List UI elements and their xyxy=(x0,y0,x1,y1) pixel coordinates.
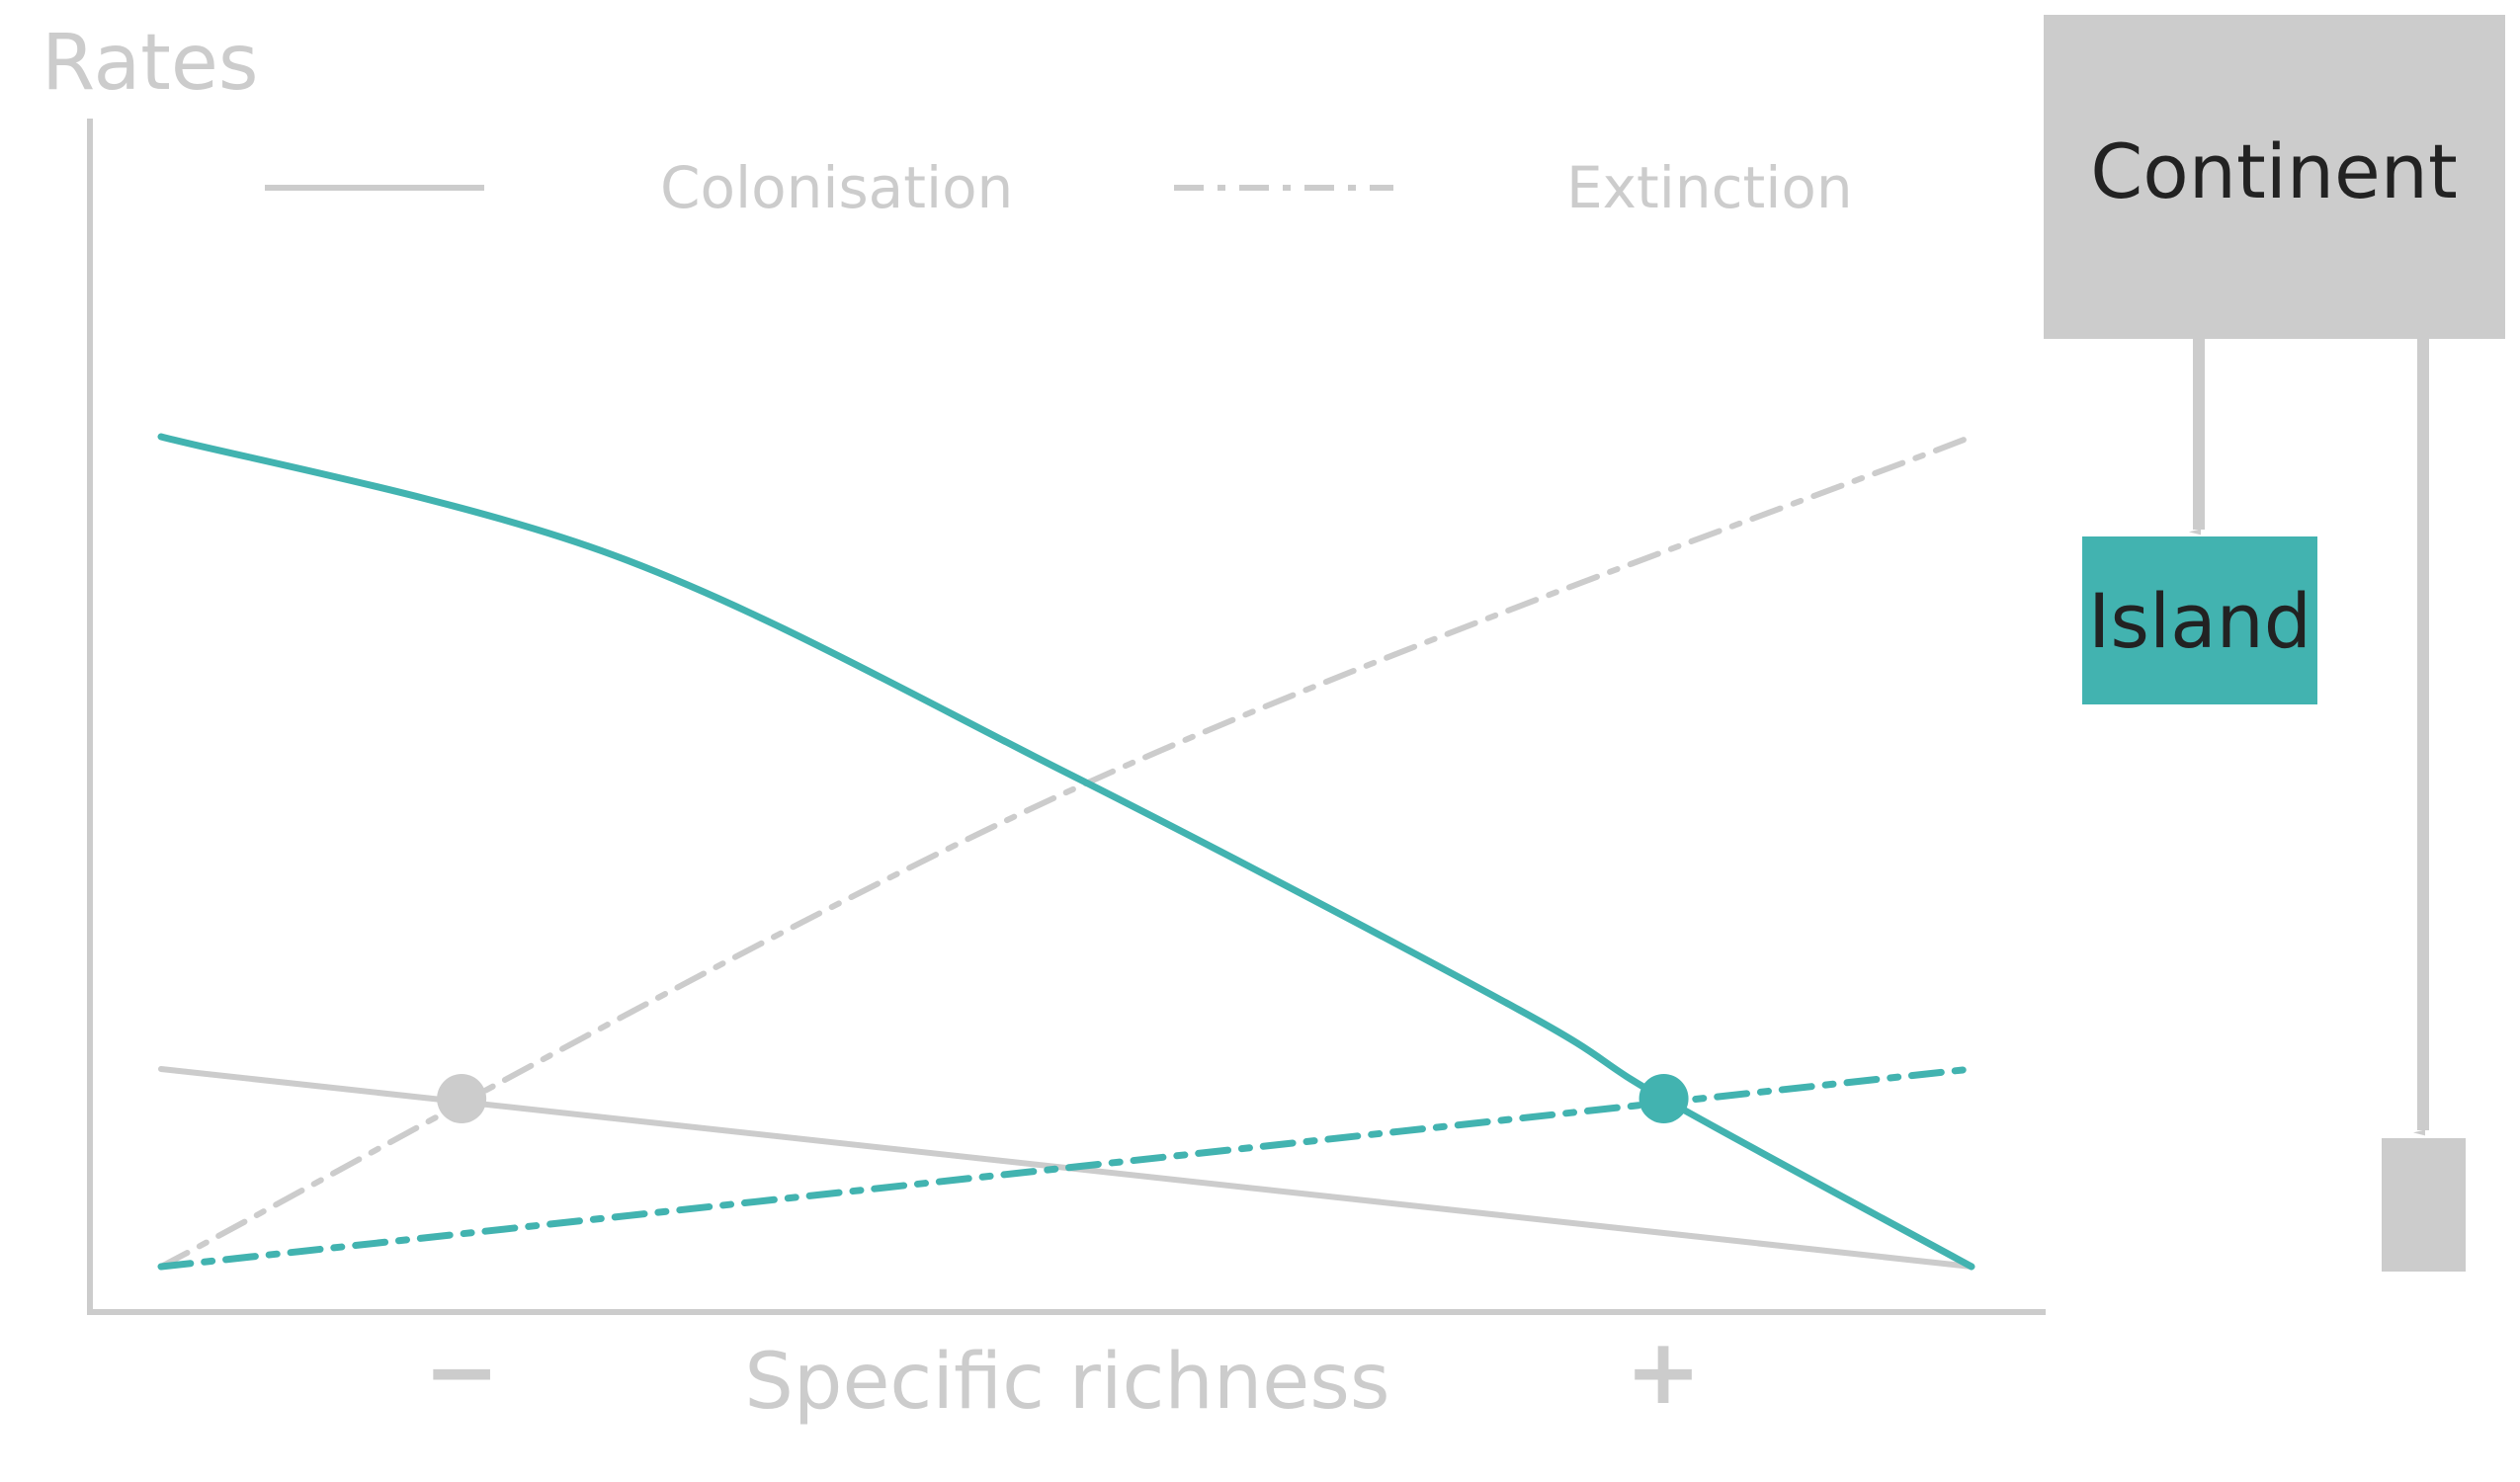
y-axis-title: Rates xyxy=(42,19,259,108)
x-tick-plus: + xyxy=(1625,1319,1701,1425)
axes xyxy=(87,119,2046,1315)
source-diagram: Continent Island xyxy=(2044,15,2505,1272)
continent-extinction-line xyxy=(158,434,1974,1270)
x-axis-title: Specific richness xyxy=(744,1338,1389,1427)
continent-label: Continent xyxy=(2090,127,2458,215)
small-box xyxy=(2382,1138,2466,1272)
legend: Colonisation Extinction xyxy=(265,154,1853,221)
legend-extinction-label: Extinction xyxy=(1566,154,1853,221)
legend-colonisation-label: Colonisation xyxy=(660,154,1013,221)
plot-series xyxy=(157,433,1975,1271)
island-box xyxy=(2082,536,2317,704)
equilibrium-points xyxy=(437,1074,1689,1123)
continent-box xyxy=(2044,15,2505,339)
x-tick-minus: − xyxy=(423,1319,499,1425)
continent-equilibrium-point xyxy=(437,1074,487,1123)
island-colonisation-line xyxy=(157,433,1975,1271)
island-equilibrium-point xyxy=(1638,1074,1689,1123)
island-label: Island xyxy=(2088,577,2311,665)
island-extinction-line xyxy=(157,1065,1975,1271)
